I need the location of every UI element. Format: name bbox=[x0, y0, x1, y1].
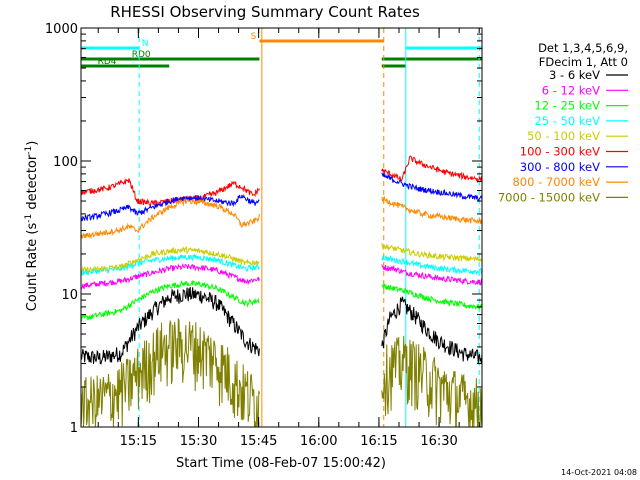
x-tick-label-4: 16:15 bbox=[360, 434, 397, 449]
legend-label-2: 12 - 25 keV bbox=[534, 99, 600, 113]
series-line-0-segment-0 bbox=[80, 286, 260, 365]
series-line-5-segment-0 bbox=[80, 178, 260, 206]
series-line-7-segment-0 bbox=[80, 197, 260, 240]
y-tick-label-3: 1000 bbox=[45, 22, 78, 37]
series-line-6-segment-1 bbox=[381, 172, 483, 203]
x-tick-label-5: 16:30 bbox=[420, 434, 457, 449]
series-line-8-segment-1 bbox=[381, 335, 483, 428]
series-line-2-segment-0 bbox=[80, 279, 260, 322]
series-line-7-segment-1 bbox=[381, 195, 483, 225]
axes: 1 10 100 1000 15:15 15:30 15:45 16:00 16:15 16:30 bbox=[45, 22, 482, 449]
x-tick-label-0: 15:15 bbox=[120, 434, 157, 449]
legend-label-3: 25 - 50 keV bbox=[534, 114, 600, 128]
y-axis-label-main: Count Rate (s bbox=[25, 223, 40, 312]
x-tick-label-3: 16:00 bbox=[300, 434, 337, 449]
series-line-0-segment-1 bbox=[381, 296, 483, 365]
status-label-3: RD4 bbox=[98, 57, 117, 67]
legend-label-6: 300 - 800 keV bbox=[520, 160, 600, 174]
legend-label-5: 100 - 300 keV bbox=[520, 145, 600, 159]
x-tick-label-1: 15:30 bbox=[180, 434, 217, 449]
y-axis-label-sup2: -1 bbox=[24, 146, 34, 155]
legend-label-0: 3 - 6 keV bbox=[549, 68, 600, 82]
y-axis-label: Count Rate (s-1 detector-1) bbox=[24, 141, 40, 312]
series-lines bbox=[80, 155, 483, 428]
series-line-1-segment-1 bbox=[381, 264, 483, 286]
series-line-8-segment-0 bbox=[80, 318, 260, 428]
series-line-3-segment-0 bbox=[80, 253, 260, 276]
x-tick-label-2: 15:45 bbox=[240, 434, 277, 449]
series-line-2-segment-1 bbox=[381, 282, 483, 311]
series-line-3-segment-1 bbox=[381, 255, 483, 276]
y-tick-label-1: 10 bbox=[61, 288, 78, 303]
x-axis-label: Start Time (08-Feb-07 15:00:42) bbox=[176, 456, 386, 471]
legend-label-7: 800 - 7000 keV bbox=[512, 175, 600, 189]
legend-header-1: Det 1,3,4,5,6,9, bbox=[538, 41, 628, 55]
legend-header-2: FDecim 1, Att 0 bbox=[539, 55, 628, 69]
series-line-5-segment-1 bbox=[381, 155, 483, 184]
y-axis-label-mid: detector bbox=[25, 154, 40, 214]
series-line-4-segment-0 bbox=[80, 246, 260, 274]
footer-date: 14-Oct-2021 04:08 bbox=[561, 468, 637, 477]
status-label-0: N bbox=[142, 39, 149, 49]
status-label-1: S bbox=[251, 32, 257, 42]
y-axis-label-sup1: -1 bbox=[24, 214, 34, 223]
series-line-6-segment-0 bbox=[80, 193, 260, 222]
chart-title: RHESSI Observing Summary Count Rates bbox=[110, 3, 420, 21]
legend: Det 1,3,4,5,6,9, FDecim 1, Att 0 3 - 6 k… bbox=[498, 41, 628, 204]
legend-label-8: 7000 - 15000 keV bbox=[498, 190, 600, 204]
y-tick-label-2: 100 bbox=[53, 155, 78, 170]
status-bars: N S RD0 RD4 bbox=[81, 32, 482, 68]
status-label-2: RD0 bbox=[132, 50, 151, 60]
legend-label-4: 50 - 100 keV bbox=[527, 129, 600, 143]
legend-label-1: 6 - 12 keV bbox=[542, 83, 600, 97]
y-tick-label-0: 1 bbox=[70, 421, 78, 436]
plot-frame bbox=[80, 27, 483, 428]
series-line-4-segment-1 bbox=[381, 242, 483, 263]
y-axis-label-end: ) bbox=[25, 141, 40, 146]
series-line-1-segment-0 bbox=[80, 263, 260, 290]
